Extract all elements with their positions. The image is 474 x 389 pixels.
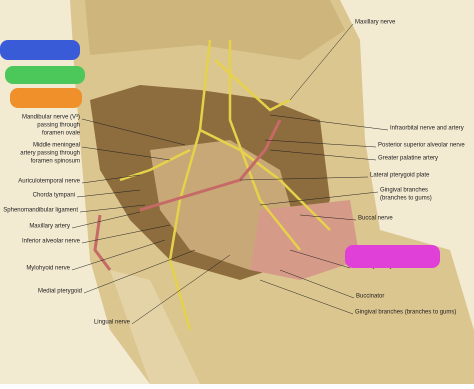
cover-box	[10, 88, 82, 108]
leader-line	[239, 176, 369, 181]
label: foramen spinosum	[31, 159, 80, 165]
label: Medial pterygoid	[38, 289, 82, 295]
label: Maxillary nerve	[355, 20, 396, 26]
label: Infraorbital nerve and artery	[390, 126, 464, 132]
leader-line	[289, 249, 351, 269]
label: Inferior alveolar nerve	[22, 239, 81, 245]
label: Auriculotemporal nerve	[18, 179, 80, 185]
leader-line	[79, 204, 146, 213]
cover-box	[0, 40, 80, 60]
leader-line	[299, 214, 357, 221]
label: Lateral pterygoid plate	[370, 173, 430, 179]
artery	[93, 214, 112, 271]
label: Mandibular nerve (V³)	[22, 115, 80, 121]
label: Gingival branches	[380, 188, 428, 194]
label: Lingual nerve	[94, 320, 131, 326]
label: Posterior superior alveolar nerve	[378, 143, 465, 149]
leader-line	[279, 269, 355, 299]
leader-line	[131, 254, 231, 325]
leader-line	[81, 224, 171, 244]
nerve	[228, 40, 301, 251]
leader-line	[83, 249, 196, 294]
label: (branches to gums)	[380, 196, 432, 202]
nerve	[119, 148, 191, 182]
label: Chorda tympani	[33, 193, 75, 199]
nerves	[119, 39, 331, 331]
leader-line	[289, 23, 354, 101]
label: foramen ovale	[42, 131, 81, 137]
label: Greater palatine artery	[378, 156, 438, 162]
leader-line	[81, 174, 141, 184]
label: Maxillary artery	[29, 224, 70, 230]
nerve	[199, 128, 331, 231]
upper-bone	[85, 0, 345, 60]
leader-line	[71, 211, 141, 229]
leader-line	[269, 149, 377, 161]
label: Sphenomandibular ligament	[3, 208, 78, 214]
leader-line	[259, 279, 354, 315]
overlay	[345, 245, 440, 268]
label: Mylohyoid nerve	[26, 266, 70, 272]
mandible	[110, 270, 200, 384]
label: passing through	[37, 123, 80, 129]
nerve	[168, 39, 212, 331]
label: Middle meningeal	[33, 143, 80, 149]
leader-line	[81, 118, 186, 146]
cover-box	[345, 245, 440, 268]
leader-line	[71, 239, 166, 271]
leader-line	[81, 146, 171, 161]
leader-line	[259, 191, 379, 206]
label: artery passing through	[20, 151, 80, 157]
nerve	[214, 59, 291, 112]
label: Buccal nerve	[358, 216, 393, 222]
leader-line	[264, 139, 377, 148]
label: Gingival branches (branches to gums)	[355, 310, 456, 316]
label: Buccinator	[356, 294, 384, 300]
leader-line	[269, 114, 389, 131]
cover-box	[5, 66, 85, 84]
leader-line	[76, 189, 141, 198]
